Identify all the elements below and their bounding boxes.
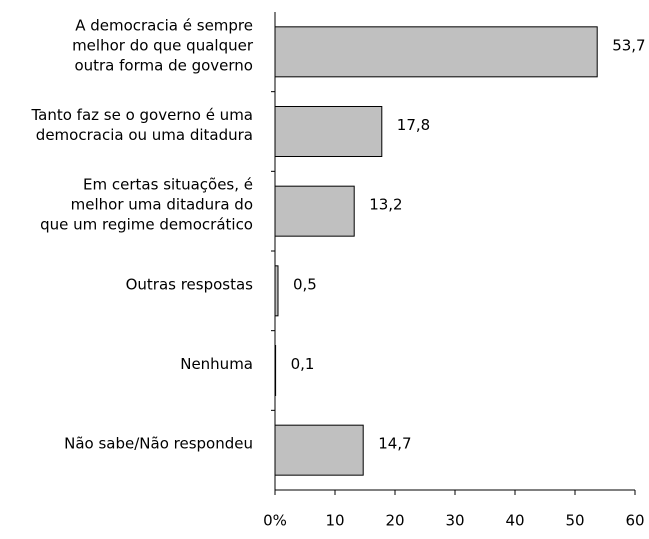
category-label: Em certas situações, é <box>83 176 253 194</box>
value-label: 0,1 <box>291 355 315 373</box>
category-label: outra forma de governo <box>74 56 253 74</box>
bar <box>274 185 355 237</box>
category-label: Tanto faz se o governo é uma <box>30 106 253 124</box>
x-tick-label: 30 <box>445 512 464 530</box>
category-label: democracia ou uma ditadura <box>36 126 253 144</box>
value-label: 0,5 <box>293 275 317 293</box>
value-label: 17,8 <box>397 116 430 134</box>
value-label: 13,2 <box>369 196 402 214</box>
bar <box>274 265 279 317</box>
bar <box>274 26 598 78</box>
bar <box>274 345 277 396</box>
x-tick-label: 60 <box>625 512 644 530</box>
category-label: que um regime democrático <box>40 216 253 234</box>
bar <box>274 424 364 476</box>
bar <box>274 106 383 157</box>
value-label: 53,7 <box>612 36 645 54</box>
x-tick-label: 10 <box>325 512 344 530</box>
category-label: Não sabe/Não respondeu <box>64 435 253 453</box>
x-tick-label: 20 <box>385 512 404 530</box>
x-tick-label: 0% <box>263 512 287 530</box>
category-label: Nenhuma <box>180 355 253 373</box>
value-label: 14,7 <box>378 435 411 453</box>
category-label: Outras respostas <box>126 275 254 293</box>
category-label: A democracia é sempre <box>75 16 253 34</box>
x-tick-label: 50 <box>565 512 584 530</box>
category-label: melhor do que qualquer <box>72 36 254 54</box>
category-label: melhor uma ditadura do <box>71 196 253 214</box>
x-tick-label: 40 <box>505 512 524 530</box>
